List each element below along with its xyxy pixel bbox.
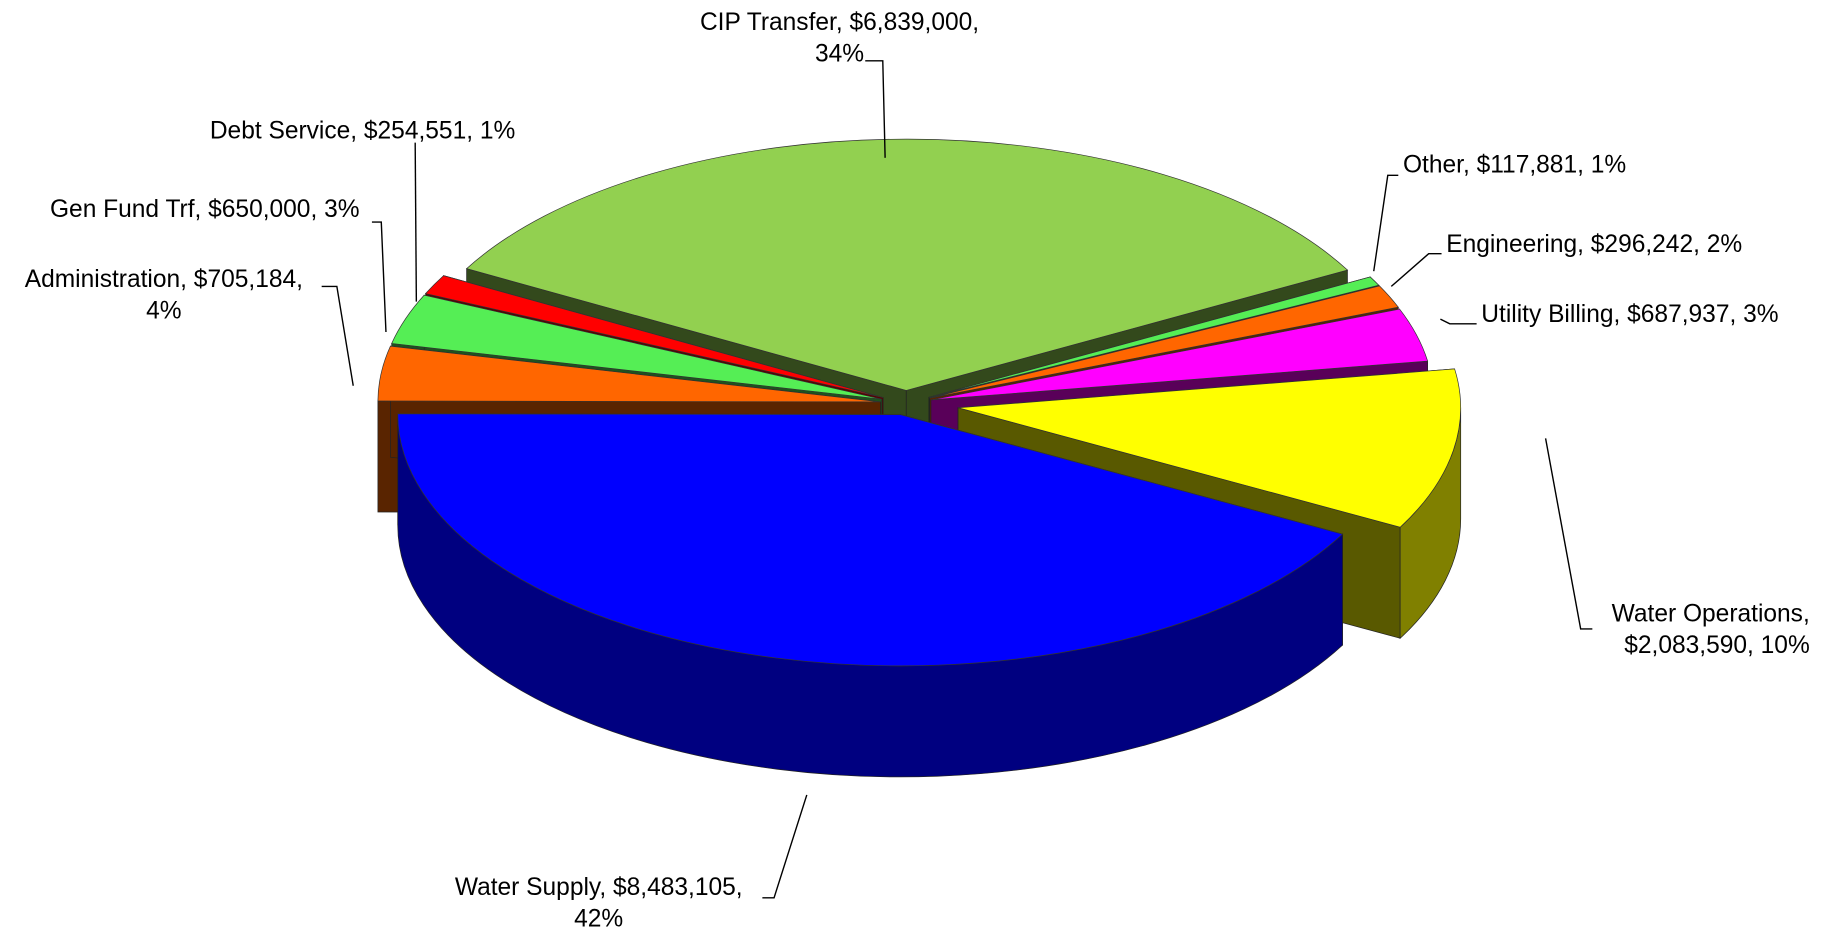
data-label: Water Operations, [1612,600,1810,627]
leader-line [762,794,808,899]
data-label: Debt Service, $254,551, 1% [210,118,515,145]
data-label: 4% [146,298,181,325]
slice-top [928,276,1380,398]
data-label: Administration, $705,184, [25,266,303,293]
slice-top [424,275,884,398]
leader-line [1373,174,1399,272]
data-label: $2,083,590, 10% [1624,632,1810,659]
leader-line [1440,318,1477,325]
slice-top [465,138,1349,391]
slice [397,413,1344,778]
data-label: Utility Billing, $687,937, 3% [1481,301,1778,328]
data-label: CIP Transfer, $6,839,000, [700,9,979,36]
leader-line [414,142,418,302]
slice-top [930,308,1429,401]
data-label: Other, $117,881, 1% [1403,151,1626,178]
data-label: Gen Fund Trf, $650,000, 3% [50,196,360,223]
slice-top [929,285,1399,399]
slice-top [957,368,1461,528]
data-label: 34% [815,40,864,67]
leader-line [321,285,354,386]
slice-top [397,413,1344,667]
slice-top [391,294,882,400]
leader-line [865,60,886,158]
leader-line [1544,438,1593,630]
leader-line [371,221,387,333]
leader-line [1390,252,1442,287]
data-label: 42% [574,905,623,927]
data-label: Water Supply, $8,483,105, [455,874,743,901]
data-label: Engineering, $296,242, 2% [1446,231,1742,258]
slice-top [377,345,881,403]
